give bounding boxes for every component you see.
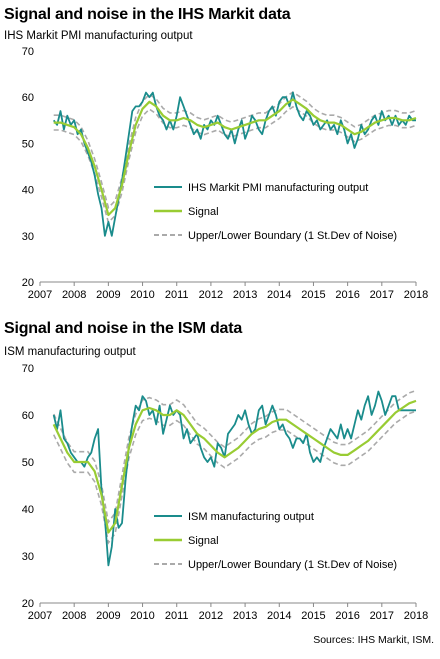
legend-label: Signal bbox=[188, 535, 219, 547]
legend-label: ISM manufacturing output bbox=[188, 511, 314, 523]
series-raw-line bbox=[52, 390, 416, 567]
chart-2-title: Signal and noise in the ISM data bbox=[4, 320, 243, 337]
x-tick-label: 2010 bbox=[130, 289, 154, 301]
x-tick-label: 2014 bbox=[267, 610, 291, 622]
x-tick-label: 2010 bbox=[130, 610, 154, 622]
x-tick-label: 2012 bbox=[199, 289, 223, 301]
y-tick-label: 20 bbox=[22, 277, 34, 289]
series-upper-boundary-line bbox=[52, 389, 417, 525]
x-tick-label: 2014 bbox=[267, 289, 291, 301]
x-tick-label: 2015 bbox=[301, 610, 325, 622]
y-tick-label: 40 bbox=[22, 504, 34, 516]
y-tick-label: 30 bbox=[22, 551, 34, 563]
x-tick-label: 2008 bbox=[62, 289, 86, 301]
chart-1-title: Signal and noise in the IHS Markit data bbox=[4, 6, 291, 23]
x-tick-label: 2007 bbox=[28, 610, 52, 622]
legend-label: Upper/Lower Boundary (1 St.Dev of Noise) bbox=[188, 559, 397, 571]
y-tick-label: 30 bbox=[22, 231, 34, 243]
x-tick-label: 2013 bbox=[233, 610, 257, 622]
x-tick-label: 2012 bbox=[199, 610, 223, 622]
x-tick-label: 2013 bbox=[233, 289, 257, 301]
y-tick-label: 60 bbox=[22, 92, 34, 104]
x-tick-label: 2007 bbox=[28, 289, 52, 301]
series-upper-boundary-line bbox=[53, 91, 417, 210]
x-tick-label: 2017 bbox=[370, 289, 394, 301]
series-signal-line bbox=[52, 399, 417, 534]
x-tick-label: 2018 bbox=[404, 610, 428, 622]
x-tick-label: 2011 bbox=[165, 289, 189, 301]
x-tick-label: 2009 bbox=[96, 610, 120, 622]
source-note: Sources: IHS Markit, ISM. bbox=[313, 634, 434, 646]
series-lower-boundary-line bbox=[53, 105, 417, 224]
x-tick-label: 2015 bbox=[301, 289, 325, 301]
y-tick-label: 50 bbox=[22, 138, 34, 150]
chart-1-plot: 20 30 40 50 60 70 2007 2008 2009 2010 2011 2012 2013… bbox=[22, 46, 428, 301]
x-tick-label: 2011 bbox=[165, 610, 189, 622]
series-signal-line bbox=[53, 98, 417, 217]
x-tick-label: 2018 bbox=[404, 289, 428, 301]
y-tick-label: 20 bbox=[22, 598, 34, 610]
y-tick-label: 50 bbox=[22, 457, 34, 469]
x-tick-label: 2016 bbox=[335, 610, 359, 622]
series-raw-line bbox=[52, 91, 416, 237]
y-tick-label: 60 bbox=[22, 410, 34, 422]
legend-label: Signal bbox=[188, 206, 219, 218]
y-tick-label: 70 bbox=[22, 46, 34, 58]
legend-label: Upper/Lower Boundary (1 St.Dev of Noise) bbox=[188, 230, 397, 242]
x-tick-label: 2016 bbox=[335, 289, 359, 301]
chart-1-subtitle: IHS Markit PMI manufacturing output bbox=[4, 30, 193, 42]
y-tick-label: 40 bbox=[22, 185, 34, 197]
chart-2-plot: 20 30 40 50 60 70 2007 2008 2009 2010 2011 2012 2013… bbox=[22, 363, 428, 622]
y-tick-label: 70 bbox=[22, 363, 34, 375]
legend-label: IHS Markit PMI manufacturing output bbox=[188, 182, 368, 194]
chart-2-subtitle: ISM manufacturing output bbox=[4, 346, 136, 358]
x-tick-label: 2008 bbox=[62, 610, 86, 622]
x-tick-label: 2017 bbox=[370, 610, 394, 622]
series-lower-boundary-line bbox=[52, 410, 417, 545]
x-tick-label: 2009 bbox=[96, 289, 120, 301]
